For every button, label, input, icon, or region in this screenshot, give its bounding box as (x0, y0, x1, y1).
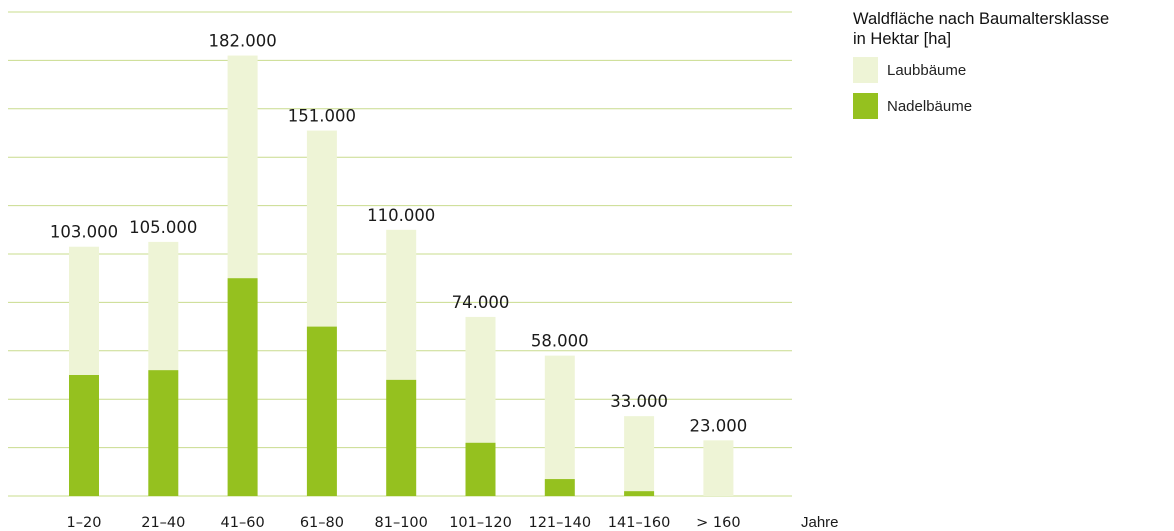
x-tick-label: 121–140 (528, 515, 591, 531)
bar-segment-laubbaeume (544, 355, 575, 480)
bar-segment-nadelbaeume (465, 442, 496, 496)
total-label: 103.000 (50, 223, 118, 242)
x-tick-label: 141–160 (608, 515, 671, 531)
bar-segment-nadelbaeume (148, 370, 179, 496)
bar-segment-laubbaeume (306, 130, 337, 327)
legend-label-nadelbaeume: Nadelbäume (887, 97, 973, 115)
bar-segment-nadelbaeume (624, 491, 655, 496)
total-label: 105.000 (129, 218, 197, 237)
legend-title-line2: in Hektar [ha] (853, 30, 952, 48)
x-tick-labels: 1–20 21–40 41–60 61–80 81–100 101–120 121–140 1… (67, 515, 741, 531)
bar-segment-laubbaeume (386, 229, 417, 380)
bar-segment-nadelbaeume (227, 278, 258, 496)
legend-swatch-nadelbaeume (853, 93, 878, 119)
bar-segment-laubbaeume (69, 246, 99, 375)
bar-segment-laubbaeume (148, 241, 179, 371)
x-tick-label: 21–40 (141, 515, 185, 531)
bar-segment-nadelbaeume (306, 326, 337, 496)
bar-segment-nadelbaeume (386, 379, 417, 496)
bar-segment-laubbaeume (227, 55, 258, 279)
total-label: 33.000 (610, 392, 668, 411)
total-label: 58.000 (531, 332, 589, 351)
total-label: 182.000 (208, 32, 276, 51)
x-axis-label: Jahre (801, 514, 839, 531)
bars (69, 55, 734, 496)
total-label: 151.000 (288, 107, 356, 126)
total-label: 110.000 (367, 206, 435, 225)
x-tick-label: 61–80 (300, 515, 344, 531)
total-labels: 103.000 105.000 182.000 151.000 110.000 74.00… (50, 32, 747, 436)
legend-item-laubbaeume: Laubbäume (853, 57, 1173, 83)
x-tick-label: 101–120 (449, 515, 512, 531)
legend: Waldfläche nach Baumaltersklasse in Hekt… (853, 9, 1173, 119)
bar-segment-laubbaeume (465, 316, 496, 443)
x-tick-label: > 160 (696, 515, 740, 531)
bar-segment-nadelbaeume (69, 375, 99, 496)
x-tick-label: 41–60 (221, 515, 265, 531)
total-label: 23.000 (690, 416, 748, 435)
legend-title-line1: Waldfläche nach Baumaltersklasse (853, 10, 1110, 28)
bar-segment-laubbaeume (624, 416, 655, 492)
legend-swatch-laubbaeume (853, 57, 878, 83)
bar-segment-laubbaeume (703, 440, 734, 496)
bar-segment-nadelbaeume (544, 479, 575, 496)
legend-item-nadelbaeume: Nadelbäume (853, 93, 1173, 119)
legend-label-laubbaeume: Laubbäume (887, 61, 967, 79)
total-label: 74.000 (452, 293, 510, 312)
x-tick-label: 81–100 (375, 515, 428, 531)
x-tick-label: 1–20 (67, 515, 102, 531)
